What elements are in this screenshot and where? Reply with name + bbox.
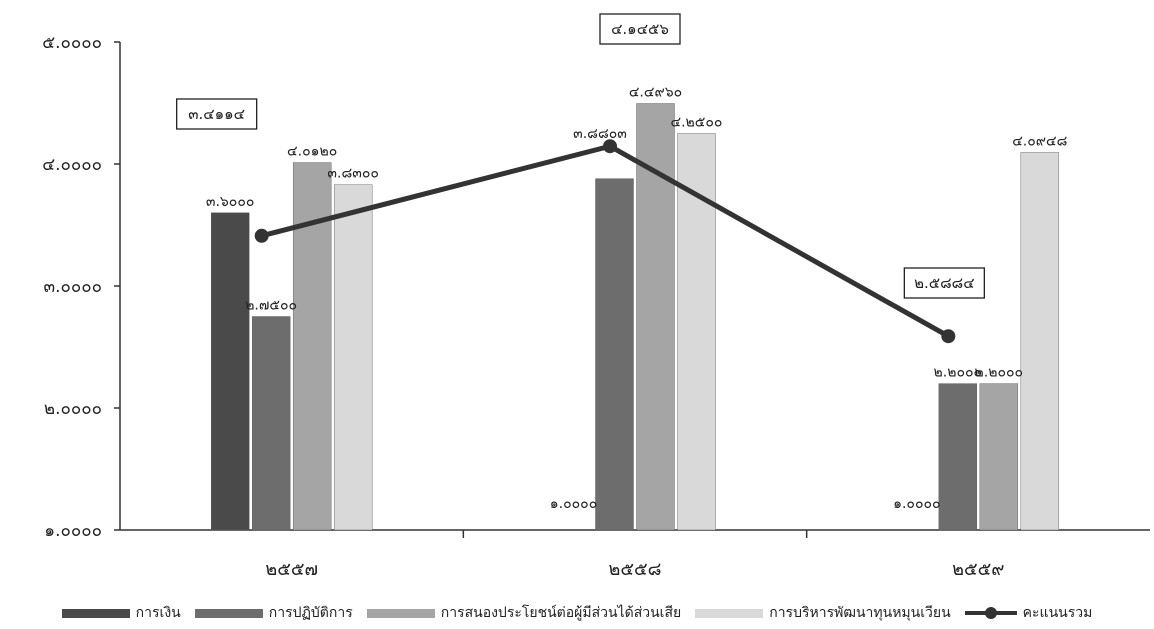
legend-label: การปฏิบัติการ: [268, 605, 353, 621]
bar: [210, 212, 250, 531]
bar-value-label: ๑.๐๐๐๐: [893, 496, 941, 512]
total-score-point: [941, 329, 956, 344]
bar-value-label: ๔.๒๕๐๐: [671, 115, 723, 131]
legend-item-operations: การปฏิบัติการ: [194, 602, 353, 624]
total-score-point: [254, 228, 269, 243]
y-tick-label: ๒.๐๐๐๐: [44, 399, 102, 419]
legend-label: คะแนนรวม: [1022, 605, 1093, 621]
x-tick-label: ๒๕๕๙: [952, 559, 1004, 580]
total-score-label: ๔.๑๔๕๖: [611, 20, 669, 38]
bar-value-label: ๔.๔๙๖๐: [629, 84, 682, 100]
legend-line-marker: [964, 607, 1017, 619]
legend-swatch: [695, 608, 764, 618]
bar: [979, 383, 1019, 531]
legend-item-fund-management: การบริหารพัฒนาทุนหมุนเวียน: [695, 602, 951, 624]
bar: [333, 184, 373, 531]
legend-swatch: [61, 608, 130, 618]
bar: [938, 383, 978, 531]
total-score-label: ๓.๔๑๑๔: [188, 105, 245, 123]
bar-value-label: ๔.๐๑๒๐: [287, 144, 337, 160]
x-axis: ๒๕๕๗ ๒๕๕๘ ๒๕๕๙: [120, 529, 1150, 580]
bar: [251, 316, 291, 531]
bar-value-label: ๓.๖๐๐๐: [206, 194, 255, 210]
bar-value-label: ๔.๐๙๔๘: [1012, 133, 1067, 149]
total-score-label: ๒.๕๘๘๔: [914, 274, 975, 292]
bar-value-label: ๒.๗๕๐๐: [245, 298, 297, 314]
bar: [1020, 152, 1060, 531]
x-tick-label: ๒๕๕๗: [265, 559, 318, 580]
legend-swatch: [194, 608, 263, 618]
legend: การเงิน การปฏิบัติการ การสนองประโยชน์ต่อ…: [0, 600, 1154, 626]
y-tick-label: ๑.๐๐๐๐: [44, 521, 102, 541]
total-score-box: [599, 13, 681, 45]
bar-value-label: ๒.๒๐๐๐: [975, 365, 1024, 381]
total-score-box: [903, 267, 985, 299]
legend-label: การเงิน: [135, 605, 181, 621]
y-tick-label: ๕.๐๐๐๐: [42, 33, 102, 53]
bar: [595, 178, 634, 531]
total-score-point: [603, 139, 617, 154]
chart-plot: ๕.๐๐๐๐๔.๐๐๐๐๓.๐๐๐๐๒.๐๐๐๐๑.๐๐๐๐ ๒๕๕๗ ๒๕๕๘๒…: [42, 13, 1150, 580]
y-tick-label: ๓.๐๐๐๐: [43, 277, 102, 297]
legend-item-finance: การเงิน: [61, 602, 181, 624]
bar-value-label: ๓.๘๓๐๐: [327, 166, 378, 182]
bars: [210, 103, 1060, 531]
legend-swatch: [366, 608, 435, 618]
x-tick-label: ๒๕๕๘: [609, 559, 662, 580]
y-tick-label: ๔.๐๐๐๐: [42, 155, 102, 175]
legend-label: การสนองประโยชน์ต่อผู้มีส่วนได้ส่วนเสีย: [440, 605, 682, 621]
legend-item-stakeholders: การสนองประโยชน์ต่อผู้มีส่วนได้ส่วนเสีย: [366, 602, 682, 624]
total-score-point-label: ๓.๘๘๐๓: [573, 126, 627, 142]
legend-item-total: คะแนนรวม: [964, 602, 1093, 624]
total-score-box: [176, 98, 258, 130]
legend-label: การบริหารพัฒนาทุนหมุนเวียน: [769, 605, 951, 621]
bar-value-label: ๑.๐๐๐๐: [550, 496, 598, 512]
bar: [636, 103, 675, 531]
bar-value-label: ๒.๒๐๐๐: [934, 365, 983, 381]
